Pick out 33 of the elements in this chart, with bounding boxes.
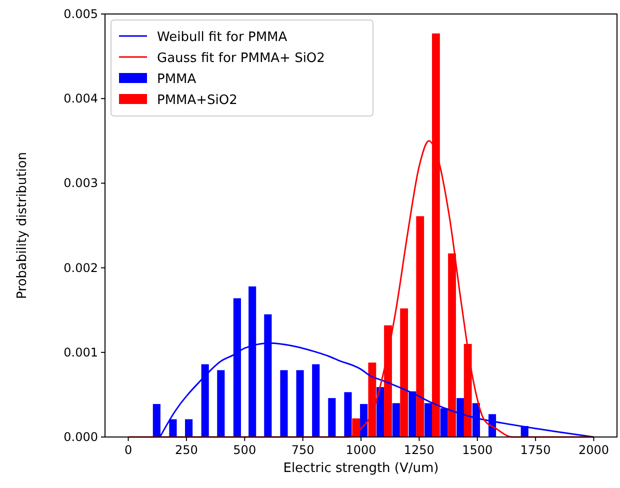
- legend-label: Weibull fit for PMMA: [157, 30, 288, 45]
- bar: [312, 364, 320, 437]
- bar: [416, 216, 424, 437]
- bar: [400, 308, 408, 437]
- legend-label: PMMA+SiO2: [157, 93, 238, 108]
- x-tick-label: 1000: [346, 443, 376, 457]
- y-tick-label: 0.001: [64, 345, 98, 360]
- y-tick-label: 0.004: [64, 92, 98, 106]
- x-tick-label: 2000: [578, 443, 609, 457]
- x-tick-label: 1500: [462, 443, 493, 457]
- bar: [328, 398, 336, 437]
- y-axis-title: Probability distribution: [15, 152, 30, 299]
- x-tick-label: 1750: [520, 443, 551, 457]
- x-tick-label: 250: [175, 443, 198, 457]
- bar: [344, 392, 352, 437]
- y-tick-label: 0.003: [64, 176, 98, 190]
- y-tick-label: 0.005: [64, 7, 98, 21]
- bar: [280, 370, 288, 437]
- bar: [185, 419, 193, 437]
- bar: [392, 403, 400, 437]
- y-tick-label: 0.000: [64, 430, 98, 444]
- x-tick-label: 1250: [404, 443, 434, 457]
- bar: [217, 370, 225, 437]
- legend-label: Gauss fit for PMMA+ SiO2: [157, 51, 325, 66]
- x-tick-label: 500: [233, 443, 256, 457]
- y-tick-label: 0.002: [64, 260, 98, 275]
- bar: [360, 404, 368, 437]
- x-tick-label: 0: [124, 443, 132, 457]
- legend-label: PMMA: [157, 72, 196, 87]
- bar: [296, 370, 304, 437]
- x-axis-title: Electric strength (V/um): [283, 461, 439, 476]
- x-tick-label: 750: [291, 443, 314, 457]
- bar: [376, 387, 384, 437]
